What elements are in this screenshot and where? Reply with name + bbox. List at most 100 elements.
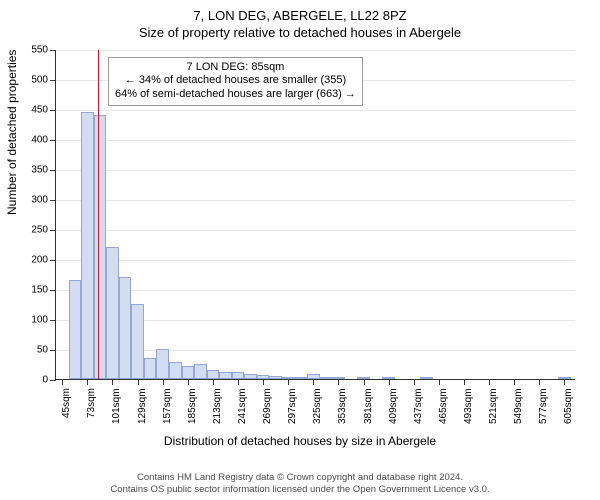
plot-area: 0501001502002503003504004505005507 LON D… [55,50,575,380]
x-tick-label: 353sqm [337,388,348,424]
histogram-bar [282,377,295,379]
x-tick [87,379,88,385]
x-tick-label: 325sqm [312,388,323,424]
histogram-bar [320,377,333,379]
y-tick-label: 150 [31,285,56,296]
annotation-line: 7 LON DEG: 85sqm [115,61,356,75]
x-tick-label: 381sqm [363,388,374,424]
x-tick [439,379,440,385]
x-tick-label: 129sqm [137,388,148,424]
y-tick-label: 0 [42,375,56,386]
chart-container: 7, LON DEG, ABERGELE, LL22 8PZ Size of p… [0,0,600,500]
annotation-line: ← 34% of detached houses are smaller (35… [115,74,356,88]
histogram-bar [207,370,220,379]
x-tick [389,379,390,385]
histogram-bar [106,247,119,379]
grid-line [56,110,575,111]
y-tick-label: 200 [31,255,56,266]
x-tick [263,379,264,385]
x-tick-label: 465sqm [438,388,449,424]
histogram-bar [232,372,245,379]
y-tick-label: 500 [31,75,56,86]
histogram-bar [119,277,132,379]
x-tick [564,379,565,385]
y-axis-label: Number of detached properties [5,50,19,215]
x-axis-label: Distribution of detached houses by size … [0,434,600,448]
histogram-bar [194,364,207,379]
title-address: 7, LON DEG, ABERGELE, LL22 8PZ [0,0,600,23]
y-tick-label: 400 [31,135,56,146]
reference-line [98,50,99,379]
y-tick-label: 550 [31,45,56,56]
x-tick-label: 549sqm [513,388,524,424]
histogram-bar [169,362,182,379]
x-tick [313,379,314,385]
x-tick [288,379,289,385]
x-tick-label: 437sqm [413,388,424,424]
x-tick [138,379,139,385]
grid-line [56,290,575,291]
histogram-bar [294,377,307,379]
histogram-bar [144,358,157,379]
histogram-bar [81,112,94,379]
x-tick-label: 213sqm [212,388,223,424]
x-tick-label: 241sqm [237,388,248,424]
x-tick [514,379,515,385]
x-tick [539,379,540,385]
x-tick-label: 101sqm [111,388,122,424]
x-tick-label: 493sqm [463,388,474,424]
x-tick-label: 297sqm [287,388,298,424]
histogram-bar [94,115,107,379]
histogram-bar [244,374,257,379]
grid-line [56,50,575,51]
grid-line [56,230,575,231]
y-tick-label: 250 [31,225,56,236]
histogram-bar [332,377,345,379]
histogram-bar [558,377,571,379]
histogram-bar [131,304,144,379]
grid-line [56,140,575,141]
x-tick-label: 577sqm [538,388,549,424]
x-tick-label: 45sqm [61,388,72,418]
x-tick-label: 269sqm [262,388,273,424]
x-tick [188,379,189,385]
annotation-box: 7 LON DEG: 85sqm← 34% of detached houses… [108,57,363,106]
x-tick-label: 605sqm [563,388,574,424]
x-tick [62,379,63,385]
histogram-bar [257,375,270,379]
footer-line2: Contains OS public sector information li… [0,484,600,496]
histogram-bar [357,377,370,379]
histogram-bar [307,374,320,379]
y-tick-label: 100 [31,315,56,326]
y-tick-label: 300 [31,195,56,206]
histogram-bar [269,376,282,379]
histogram-bar [182,366,195,379]
annotation-line: 64% of semi-detached houses are larger (… [115,88,356,102]
x-tick [489,379,490,385]
x-tick [163,379,164,385]
y-tick-label: 450 [31,105,56,116]
grid-line [56,200,575,201]
footer-attribution: Contains HM Land Registry data © Crown c… [0,472,600,496]
footer-line1: Contains HM Land Registry data © Crown c… [0,472,600,484]
x-tick [112,379,113,385]
x-tick-label: 409sqm [388,388,399,424]
x-tick [213,379,214,385]
x-tick [464,379,465,385]
x-tick [238,379,239,385]
histogram-bar [219,372,232,379]
x-tick [338,379,339,385]
y-tick-label: 50 [37,345,56,356]
histogram-bar [382,377,395,379]
x-tick-label: 73sqm [86,388,97,418]
histogram-bar [156,349,169,379]
x-tick-label: 157sqm [162,388,173,424]
title-subtitle: Size of property relative to detached ho… [0,23,600,40]
x-tick-label: 185sqm [187,388,198,424]
x-tick [364,379,365,385]
grid-line [56,260,575,261]
plot-inner: 0501001502002503003504004505005507 LON D… [55,50,575,380]
x-tick-label: 521sqm [488,388,499,424]
y-tick-label: 350 [31,165,56,176]
grid-line [56,170,575,171]
